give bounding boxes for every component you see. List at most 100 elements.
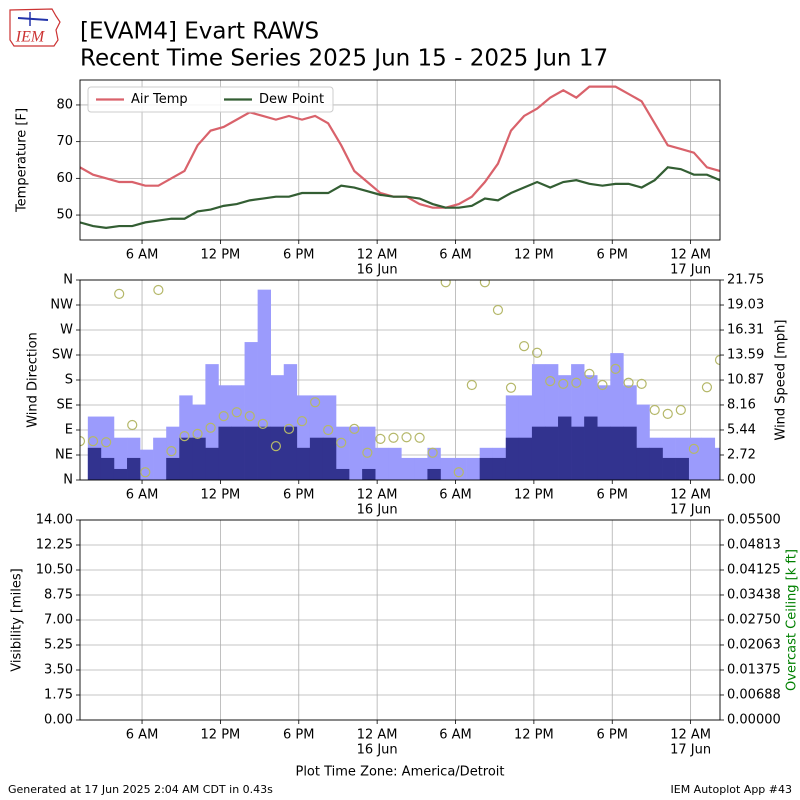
point bbox=[283, 423, 295, 434]
y2-tick-label: 0.00688 bbox=[727, 687, 781, 702]
x-tick-label: 12 AM bbox=[357, 248, 398, 263]
y2-tick-label: 0.04813 bbox=[727, 537, 781, 552]
y2-axis-label: Overcast Ceiling [k ft] bbox=[785, 549, 800, 691]
y-tick-label: N bbox=[63, 273, 73, 288]
subtitle: Recent Time Series 2025 Jun 15 - 2025 Ju… bbox=[80, 46, 608, 72]
point bbox=[218, 411, 229, 422]
bar bbox=[153, 437, 167, 480]
bar bbox=[427, 468, 441, 480]
x-tick-label: 6 AM bbox=[439, 248, 472, 263]
y2-tick-label: 19.03 bbox=[727, 298, 764, 313]
point bbox=[257, 418, 268, 429]
axes-frame bbox=[79, 279, 721, 481]
x-tick-label: 6 AM bbox=[126, 488, 159, 503]
y2-tick-label: 0.05500 bbox=[727, 513, 781, 528]
bar bbox=[518, 437, 533, 480]
y-tick-label: 8.75 bbox=[44, 588, 73, 603]
y2-tick-label: 10.87 bbox=[727, 373, 764, 388]
bar bbox=[701, 437, 716, 480]
y-tick-label: 14.00 bbox=[36, 513, 73, 528]
bar bbox=[283, 426, 298, 480]
bar bbox=[100, 457, 115, 480]
y2-tick-label: 5.44 bbox=[727, 422, 756, 437]
x-tick-label: 12 AM bbox=[670, 728, 711, 743]
y2-tick-label: 0.02750 bbox=[727, 613, 781, 628]
y2-tick-label: 2.72 bbox=[727, 447, 756, 462]
y-tick-label: SW bbox=[52, 348, 73, 363]
bar bbox=[205, 447, 219, 480]
bar bbox=[466, 457, 480, 480]
x-tick-label: 6 AM bbox=[126, 728, 159, 743]
point bbox=[244, 411, 255, 422]
bar bbox=[649, 447, 663, 480]
bar bbox=[571, 426, 585, 480]
axes-frame bbox=[79, 519, 721, 721]
y2-tick-label: 0.02063 bbox=[727, 637, 781, 652]
bar bbox=[362, 468, 376, 480]
point bbox=[688, 443, 699, 454]
axes-frame bbox=[79, 79, 721, 241]
y2-tick-label: 13.59 bbox=[727, 348, 764, 363]
x-tick-label: 12 PM bbox=[201, 488, 241, 503]
x-tick-label: 6 PM bbox=[597, 488, 628, 503]
y-tick-label: E bbox=[65, 423, 73, 438]
bar bbox=[623, 426, 637, 480]
bar bbox=[166, 457, 180, 480]
legend-label: Dew Point bbox=[259, 92, 324, 107]
y-tick-label: 60 bbox=[56, 171, 73, 186]
point bbox=[584, 368, 595, 379]
y2-tick-label: 0.00000 bbox=[727, 713, 781, 728]
point bbox=[166, 446, 177, 457]
x-tick-label: 12 PM bbox=[514, 488, 554, 503]
x-tick-label: 12 PM bbox=[201, 728, 241, 743]
y2-tick-label: 0.03438 bbox=[727, 587, 781, 602]
bar bbox=[505, 437, 520, 480]
y-tick-label: 10.50 bbox=[36, 563, 73, 578]
point bbox=[296, 416, 308, 427]
x-tick-date: 16 Jun bbox=[357, 503, 398, 518]
series-line bbox=[80, 166, 720, 230]
y-tick-label: 1.75 bbox=[44, 688, 73, 703]
x-tick-label: 6 AM bbox=[439, 728, 472, 743]
y2-tick-label: 0.04125 bbox=[727, 563, 781, 578]
point bbox=[610, 363, 621, 374]
x-tick-date: 16 Jun bbox=[357, 743, 398, 758]
point bbox=[453, 467, 464, 478]
bar bbox=[322, 437, 337, 480]
logo-text: IEM bbox=[15, 29, 46, 46]
bar bbox=[597, 426, 611, 480]
title: [EVAM4] Evart RAWS bbox=[80, 19, 319, 45]
point bbox=[153, 284, 164, 296]
x-tick-label: 12 PM bbox=[201, 248, 241, 263]
point bbox=[140, 467, 151, 478]
point bbox=[532, 347, 543, 358]
y-tick-label: 0.00 bbox=[44, 713, 73, 728]
footer-right: IEM Autoplot App #43 bbox=[671, 783, 793, 796]
logo: IEM bbox=[9, 8, 61, 47]
bar bbox=[231, 426, 245, 480]
bar bbox=[336, 426, 350, 480]
y2-axis-label: Wind Speed [mph] bbox=[774, 320, 789, 441]
y-tick-label: NE bbox=[55, 448, 73, 463]
y-axis-label: Wind Direction bbox=[26, 332, 41, 428]
point bbox=[205, 422, 216, 433]
bar bbox=[336, 468, 350, 480]
x-tick-label: 12 AM bbox=[357, 488, 398, 503]
point bbox=[545, 376, 556, 387]
point bbox=[231, 407, 242, 418]
point bbox=[636, 378, 647, 389]
point bbox=[310, 397, 321, 408]
y2-tick-label: 16.31 bbox=[727, 323, 764, 338]
point bbox=[323, 424, 334, 436]
x-tick-label: 12 AM bbox=[357, 728, 398, 743]
bar bbox=[87, 447, 102, 480]
point bbox=[466, 379, 477, 391]
point bbox=[505, 382, 517, 393]
point bbox=[388, 432, 399, 443]
x-tick-label: 12 PM bbox=[514, 248, 554, 263]
legend: Air Temp Dew Point bbox=[87, 86, 334, 113]
x-tick-label: 6 PM bbox=[283, 728, 314, 743]
point bbox=[558, 378, 569, 389]
x-tick-label: 12 AM bbox=[670, 248, 711, 263]
